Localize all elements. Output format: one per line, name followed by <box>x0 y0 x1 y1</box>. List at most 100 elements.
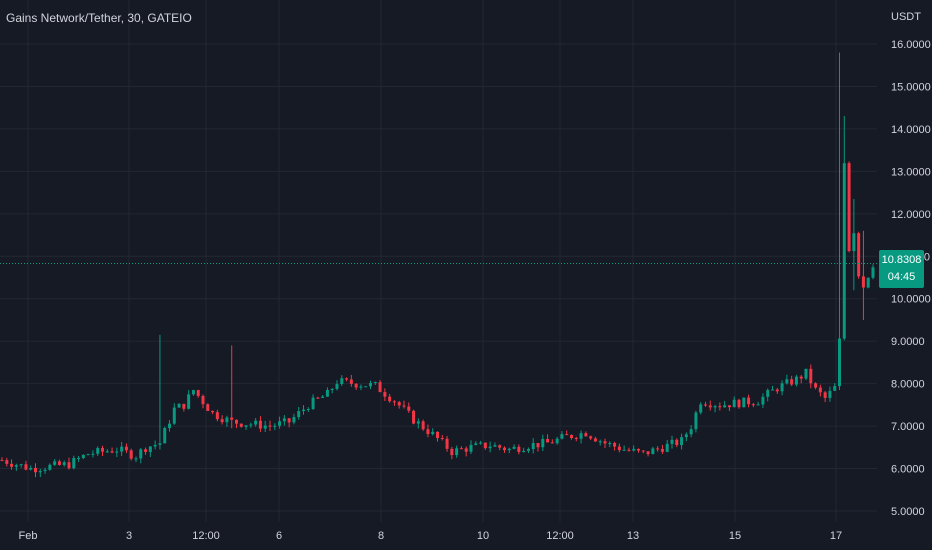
candle-body <box>220 419 224 423</box>
candle-body <box>526 449 530 451</box>
candle-body <box>828 390 832 398</box>
candle-body <box>790 379 794 385</box>
countdown-timer: 04:45 <box>887 271 916 283</box>
candle-body <box>804 368 808 379</box>
candle-body <box>0 460 4 462</box>
candle-body <box>737 399 741 408</box>
candle-body <box>139 449 143 459</box>
candle-body <box>627 449 631 451</box>
candle-body <box>459 448 463 450</box>
candle-body <box>330 388 334 390</box>
candle-body <box>823 392 827 398</box>
candle-body <box>570 435 573 439</box>
y-tick-label: 15.0000 <box>891 81 931 93</box>
candle-body <box>455 448 459 456</box>
candle-body <box>211 410 215 413</box>
chart-grid <box>0 0 877 522</box>
candle-body <box>148 446 152 452</box>
candle-body <box>723 405 727 408</box>
candle-body <box>287 418 291 423</box>
candle-body <box>5 460 9 464</box>
candle-body <box>598 441 602 443</box>
candle-body <box>29 467 33 470</box>
candle-body <box>110 451 114 453</box>
last-price-badge: 10.8308 04:45 <box>879 250 924 288</box>
candle-body <box>785 379 789 384</box>
candle-body <box>14 465 18 467</box>
candle-body <box>378 382 382 393</box>
candle-body <box>278 421 282 426</box>
y-tick-label: 7.0000 <box>891 421 925 433</box>
y-tick-label: 13.0000 <box>891 166 931 178</box>
candle-body <box>699 404 703 413</box>
symbol-name: Gains Network/Tether, 30, GATEIO <box>6 11 192 25</box>
candle-body <box>38 471 42 473</box>
candle-body <box>842 163 846 339</box>
candle-body <box>86 454 90 456</box>
candle-body <box>766 390 770 397</box>
candle-body <box>713 406 717 408</box>
candle-body <box>818 387 822 393</box>
candle-body <box>771 389 774 391</box>
candle-body <box>268 425 272 427</box>
y-tick-label: 5.0000 <box>891 506 925 518</box>
candle-body <box>81 454 85 459</box>
candle-body <box>19 464 23 466</box>
candle-body <box>651 448 655 455</box>
candle-body <box>517 446 521 452</box>
candle-body <box>747 397 751 405</box>
candle-body <box>541 438 545 448</box>
candle-body <box>617 446 621 451</box>
candle-body <box>292 417 296 423</box>
candle-body <box>177 403 181 408</box>
y-tick-label: 16.0000 <box>891 39 931 51</box>
candle-body <box>708 405 712 408</box>
x-tick-label: 13 <box>627 530 639 542</box>
time-axis[interactable]: Feb 3 12:00 6 8 10 12:00 13 15 17 <box>19 530 843 542</box>
candle-body <box>579 433 583 439</box>
candle-body <box>345 378 349 380</box>
candle-body <box>479 442 483 444</box>
candle-body <box>349 379 353 384</box>
candle-body <box>493 445 497 447</box>
candle-body <box>153 444 157 447</box>
candle-body <box>560 434 564 439</box>
candle-body <box>57 461 61 465</box>
candle-body <box>115 451 119 453</box>
x-tick-label: 17 <box>830 530 842 542</box>
candle-body <box>263 425 267 429</box>
candle-body <box>168 423 171 429</box>
candle-body <box>565 434 569 436</box>
candle-body <box>316 397 320 399</box>
candle-body <box>182 403 186 409</box>
candle-body <box>134 458 138 460</box>
candle-body <box>574 438 578 440</box>
candle-body <box>72 458 76 469</box>
candle-body <box>656 448 660 450</box>
candle-body <box>24 464 28 470</box>
candle-body <box>445 438 449 449</box>
x-tick-label: Feb <box>19 530 38 542</box>
candle-body <box>498 445 502 448</box>
candle-body <box>852 233 856 252</box>
candle-body <box>402 405 406 407</box>
candle-body <box>871 267 875 278</box>
candle-body <box>187 394 191 409</box>
candle-body <box>483 442 487 449</box>
candle-body <box>814 383 818 388</box>
candle-body <box>369 382 372 387</box>
candle-body <box>354 383 358 388</box>
candle-body <box>727 405 731 408</box>
candle-body <box>392 401 396 403</box>
candle-body <box>847 163 851 252</box>
candle-body <box>660 448 664 452</box>
y-tick-label: 9.0000 <box>891 336 925 348</box>
candle-body <box>34 467 37 473</box>
candle-body <box>593 438 597 442</box>
candle-body <box>637 448 640 451</box>
candle-body <box>62 462 66 465</box>
candle-body <box>383 392 387 397</box>
candle-body <box>172 407 176 424</box>
